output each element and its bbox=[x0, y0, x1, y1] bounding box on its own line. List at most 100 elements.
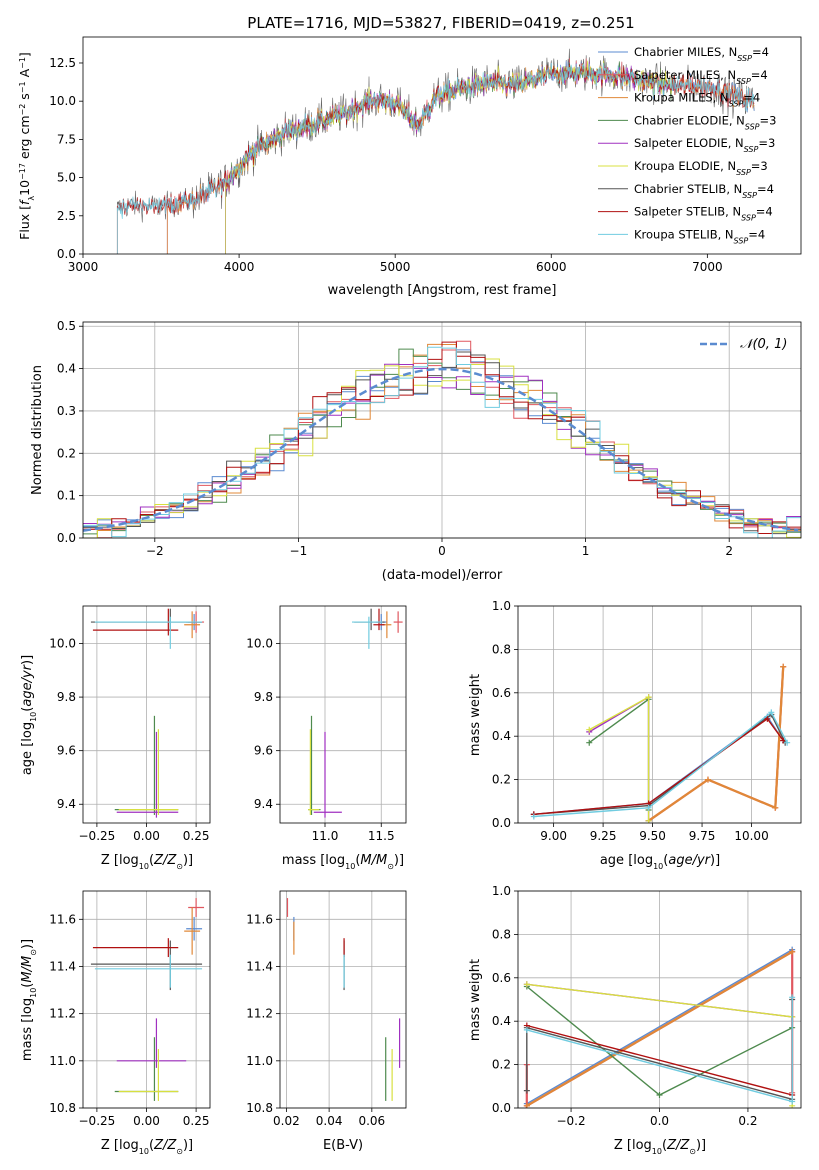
weight-point-marker bbox=[645, 694, 652, 701]
y-tick-label: 0.0 bbox=[57, 247, 76, 261]
y-axis-label: age [log10(age/yr)] bbox=[20, 655, 38, 775]
x-axis-label: E(B-V) bbox=[323, 1138, 363, 1153]
y-axis-label: Normed distribution bbox=[30, 365, 45, 495]
y-tick-label: 0.0 bbox=[492, 1101, 511, 1115]
mass-vs-ebv-panel: 0.02 0.04 0.06 10.8 11.0 11.2 11.4 11.6 bbox=[246, 890, 407, 1128]
age-vs-mass-panel: 11.0 11.5 9.4 9.6 9.8 10.0 bbox=[246, 605, 407, 843]
weight-point-marker bbox=[586, 739, 593, 746]
histogram-panel: −2 −1 0 1 2 0.0 0.1 0.2 0.3 0.4 0.5 bbox=[57, 319, 802, 558]
axes-frame bbox=[82, 36, 802, 255]
y-tick-label: 2.5 bbox=[57, 209, 76, 223]
y-tick-label: 0.1 bbox=[57, 489, 76, 503]
weight-point-marker bbox=[586, 726, 593, 733]
axes-frame bbox=[279, 890, 407, 1109]
x-tick-label: 11.5 bbox=[368, 829, 395, 843]
x-tick-label: −0.25 bbox=[79, 829, 116, 843]
y-tick-label: 9.4 bbox=[57, 797, 76, 811]
x-axis-label: mass [log10(M/M⊙)] bbox=[282, 853, 404, 871]
y-axis-label: mass weight bbox=[468, 674, 483, 756]
x-tick-label: 0.00 bbox=[133, 829, 160, 843]
x-tick-label: 9.75 bbox=[689, 829, 716, 843]
axes-frame bbox=[82, 605, 211, 824]
legend-entry-label: Chabrier ELODIE, NSSP=3 bbox=[634, 113, 776, 130]
gaussian-curve bbox=[83, 367, 799, 532]
weight-series-line bbox=[647, 666, 785, 822]
x-tick-label: 10.00 bbox=[734, 829, 768, 843]
y-tick-label: 12.5 bbox=[49, 56, 76, 70]
x-axis-label: Z [log10(Z/Z⊙)] bbox=[614, 1138, 706, 1156]
spectrum-legend: Chabrier MILES, NSSP=4 Salpeter MILES, NS… bbox=[598, 45, 776, 245]
y-tick-label: 11.6 bbox=[49, 912, 76, 926]
weight-point-marker bbox=[764, 715, 771, 722]
x-tick-label: 0.06 bbox=[358, 1114, 385, 1128]
y-tick-label: 1.0 bbox=[492, 599, 511, 613]
y-tick-label: 9.6 bbox=[254, 744, 273, 758]
x-tick-label: 2 bbox=[725, 544, 733, 558]
x-tick-label: 11.0 bbox=[312, 829, 339, 843]
x-axis-label: (data-model)/error bbox=[382, 568, 503, 583]
weight-point-marker bbox=[772, 804, 779, 811]
y-tick-label: 0.0 bbox=[57, 531, 76, 545]
x-tick-label: 3000 bbox=[68, 260, 99, 274]
x-tick-label: −0.25 bbox=[79, 1114, 116, 1128]
weight-point-marker bbox=[523, 981, 530, 988]
spectrum-panel-marks bbox=[116, 48, 755, 254]
x-tick-label: 0.2 bbox=[738, 1114, 757, 1128]
weight-vs-age-panel: 9.00 9.25 9.50 9.75 10.00 0.0 0.2 0.4 0.6 0.8 1.0 bbox=[492, 599, 802, 843]
weight-series-line bbox=[526, 950, 793, 1107]
legend-entry-label: Kroupa STELIB, NSSP=4 bbox=[634, 227, 765, 245]
y-tick-label: 10.8 bbox=[49, 1101, 76, 1115]
age-vs-metallicity-panel-marks bbox=[90, 608, 205, 818]
weight-point-marker bbox=[523, 1026, 530, 1033]
y-tick-label: 11.0 bbox=[49, 1054, 76, 1068]
axes-frame bbox=[82, 890, 211, 1109]
weight-series-line bbox=[533, 711, 788, 818]
legend-entry-label: Kroupa ELODIE, NSSP=3 bbox=[634, 159, 768, 177]
x-tick-label: 9.25 bbox=[590, 829, 617, 843]
histogram-series-step bbox=[83, 358, 801, 538]
y-tick-label: 9.6 bbox=[57, 744, 76, 758]
y-tick-label: 7.5 bbox=[57, 132, 76, 146]
spectrum-panel: 3000 4000 5000 6000 7000 0.0 2.5 5.0 7.5 10.0 12.5 bbox=[49, 36, 802, 274]
weight-vs-metallicity-panel-marks bbox=[523, 946, 796, 1108]
age-vs-mass-panel-marks bbox=[308, 608, 403, 818]
x-axis-label: wavelength [Angstrom, rest frame] bbox=[328, 283, 557, 298]
weight-series-line bbox=[647, 666, 785, 822]
x-tick-label: 5000 bbox=[380, 260, 411, 274]
x-axis-label: Z [log10(Z/Z⊙)] bbox=[101, 1138, 193, 1156]
weight-point-marker bbox=[523, 1087, 530, 1094]
x-tick-label: −1 bbox=[290, 544, 308, 558]
x-tick-label: 1 bbox=[582, 544, 590, 558]
y-tick-label: 0.4 bbox=[57, 362, 76, 376]
weight-series-line bbox=[588, 695, 650, 821]
weight-point-marker bbox=[780, 663, 787, 670]
y-tick-label: 10.0 bbox=[49, 94, 76, 108]
y-tick-label: 11.6 bbox=[246, 912, 273, 926]
weight-point-marker bbox=[645, 804, 652, 811]
axes-frame bbox=[279, 605, 407, 824]
weight-series-line bbox=[588, 695, 650, 821]
y-tick-label: 0.5 bbox=[57, 319, 76, 333]
y-tick-label: 10.0 bbox=[49, 637, 76, 651]
histogram-series-step bbox=[83, 351, 801, 538]
x-tick-label: −0.2 bbox=[556, 1114, 585, 1128]
y-tick-label: 0.8 bbox=[492, 927, 511, 941]
weight-point-marker bbox=[704, 776, 711, 783]
x-tick-label: 0.25 bbox=[183, 1114, 210, 1128]
y-tick-label: 0.3 bbox=[57, 404, 76, 418]
x-tick-label: 4000 bbox=[224, 260, 255, 274]
x-tick-label: 0.04 bbox=[316, 1114, 343, 1128]
plot-layer: 3000 4000 5000 6000 70000.02.55.07.510.012.5… bbox=[17, 36, 802, 1156]
y-tick-label: 9.8 bbox=[57, 690, 76, 704]
y-tick-label: 0.6 bbox=[492, 686, 511, 700]
x-tick-label: 6000 bbox=[536, 260, 567, 274]
legend-entry-label: Chabrier MILES, NSSP=4 bbox=[634, 45, 769, 63]
axes-frame bbox=[82, 321, 802, 539]
legend-entry-label: Chabrier STELIB, NSSP=4 bbox=[634, 182, 774, 200]
y-tick-label: 11.2 bbox=[49, 1007, 76, 1021]
weight-vs-metallicity-panel: −0.2 0.0 0.2 0.0 0.2 0.4 0.6 0.8 1.0 bbox=[492, 884, 802, 1128]
y-tick-label: 0.2 bbox=[492, 773, 511, 787]
weight-point-marker bbox=[784, 739, 791, 746]
x-axis-label: Z [log10(Z/Z⊙)] bbox=[101, 853, 193, 871]
figure-title: PLATE=1716, MJD=53827, FIBERID=0419, z=0… bbox=[247, 14, 634, 32]
